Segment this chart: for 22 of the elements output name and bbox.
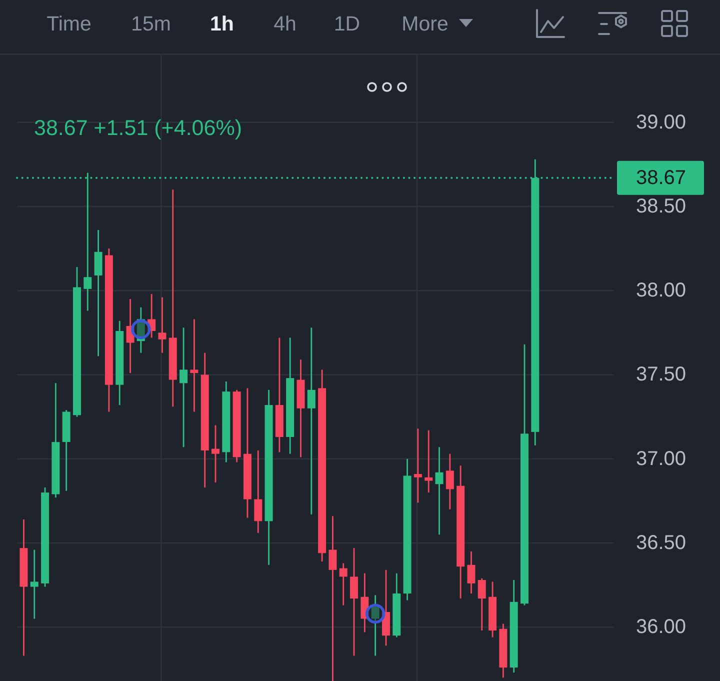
text: More — [402, 12, 448, 36]
candlestick — [435, 447, 444, 535]
candlestick — [307, 328, 316, 514]
y-tick-label: 37.50 — [636, 364, 686, 386]
text: 15m — [131, 12, 171, 36]
y-tick-label: 37.00 — [636, 448, 686, 470]
text: Time — [46, 12, 92, 36]
candlestick — [190, 319, 198, 412]
y-tick-label: 38.50 — [636, 195, 686, 218]
candlestick — [158, 297, 166, 353]
text: 38.67 +1.51 (+4.06%) — [34, 116, 242, 140]
ref-line-label: 38.67 — [636, 166, 686, 189]
candlestick — [328, 516, 337, 681]
text: 4h — [274, 12, 296, 36]
y-tick-label: 36.00 — [636, 616, 686, 638]
y-tick-label: 38.00 — [636, 280, 686, 302]
candlestick — [30, 550, 38, 619]
text: 1h — [210, 12, 234, 36]
y-tick-label: 36.50 — [636, 532, 686, 554]
candlestick — [414, 428, 422, 503]
text: 1D — [334, 12, 360, 36]
y-tick-label: 39.00 — [636, 111, 686, 134]
